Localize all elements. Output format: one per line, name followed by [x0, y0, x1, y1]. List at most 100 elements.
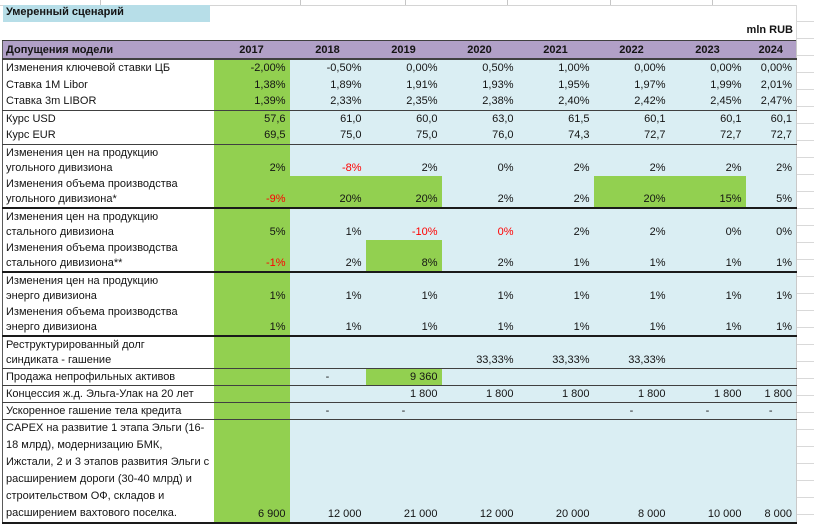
- value-cell[interactable]: [441, 368, 518, 386]
- value-cell[interactable]: 1 800: [593, 385, 670, 403]
- row-label-cell[interactable]: Ставка 1M Libor: [2, 76, 214, 93]
- row-label-cell[interactable]: Продажа непрофильных активов: [2, 368, 214, 386]
- year-header-cell[interactable]: 2019: [365, 40, 442, 60]
- value-cell[interactable]: 1%: [593, 304, 670, 337]
- value-cell[interactable]: 1%: [745, 304, 797, 337]
- value-cell[interactable]: 1%: [593, 272, 670, 304]
- value-cell[interactable]: 57,6: [213, 110, 290, 127]
- value-cell[interactable]: [593, 368, 670, 386]
- value-cell[interactable]: 72,7: [745, 127, 797, 145]
- value-cell[interactable]: -: [289, 368, 366, 386]
- value-cell[interactable]: 60,1: [593, 110, 670, 127]
- value-cell[interactable]: 2%: [669, 144, 746, 176]
- value-cell[interactable]: 2%: [593, 208, 670, 240]
- value-cell[interactable]: 2%: [213, 144, 290, 176]
- value-cell[interactable]: 60,1: [745, 110, 797, 127]
- value-cell[interactable]: 5%: [213, 208, 290, 240]
- value-cell[interactable]: 1%: [441, 272, 518, 304]
- value-cell[interactable]: -1%: [213, 240, 290, 273]
- value-cell[interactable]: 72,7: [669, 127, 746, 145]
- value-cell[interactable]: 2,47%: [745, 93, 797, 111]
- value-cell[interactable]: 10 000: [669, 419, 746, 524]
- value-cell[interactable]: 75,0: [289, 127, 366, 145]
- value-cell[interactable]: 1 800: [441, 385, 518, 403]
- value-cell[interactable]: -: [365, 402, 442, 420]
- year-header-cell[interactable]: 2020: [441, 40, 518, 60]
- value-cell[interactable]: 1,91%: [365, 76, 442, 93]
- value-cell[interactable]: -2,00%: [213, 59, 290, 76]
- value-cell[interactable]: 2%: [289, 240, 366, 273]
- value-cell[interactable]: [441, 402, 518, 420]
- value-cell[interactable]: 9 360: [365, 368, 442, 386]
- row-label-cell[interactable]: Изменения объема производства угольного …: [2, 176, 214, 209]
- value-cell[interactable]: 2%: [441, 240, 518, 273]
- row-label-cell[interactable]: Изменения объема производства энерго див…: [2, 304, 214, 337]
- value-cell[interactable]: [365, 336, 442, 369]
- value-cell[interactable]: 2,33%: [289, 93, 366, 111]
- value-cell[interactable]: 20 000: [517, 419, 594, 524]
- value-cell[interactable]: 20%: [593, 176, 670, 209]
- value-cell[interactable]: 1%: [365, 304, 442, 337]
- value-cell[interactable]: 2,45%: [669, 93, 746, 111]
- year-header-cell[interactable]: 2018: [289, 40, 366, 60]
- value-cell[interactable]: 1%: [289, 208, 366, 240]
- value-cell[interactable]: [517, 368, 594, 386]
- year-header-cell[interactable]: 2022: [593, 40, 670, 60]
- value-cell[interactable]: 0,00%: [593, 59, 670, 76]
- row-label-cell[interactable]: Ставка 3m LIBOR: [2, 93, 214, 111]
- row-label-cell[interactable]: Концессия ж.д. Эльга-Улак на 20 лет: [2, 385, 214, 403]
- value-cell[interactable]: 74,3: [517, 127, 594, 145]
- row-label-cell[interactable]: Курс EUR: [2, 127, 214, 145]
- value-cell[interactable]: 20%: [289, 176, 366, 209]
- value-cell[interactable]: 2%: [441, 176, 518, 209]
- value-cell[interactable]: 1%: [745, 272, 797, 304]
- value-cell[interactable]: 1%: [593, 240, 670, 273]
- row-label-cell[interactable]: Изменения цен на продукцию стального див…: [2, 208, 214, 240]
- value-cell[interactable]: 12 000: [441, 419, 518, 524]
- value-cell[interactable]: 5%: [745, 176, 797, 209]
- value-cell[interactable]: 0,00%: [745, 59, 797, 76]
- value-cell[interactable]: 2,35%: [365, 93, 442, 111]
- value-cell[interactable]: 2,38%: [441, 93, 518, 111]
- value-cell[interactable]: [745, 368, 797, 386]
- scenario-title[interactable]: Умеренный сценарий: [3, 5, 210, 22]
- value-cell[interactable]: 2,42%: [593, 93, 670, 111]
- value-cell[interactable]: [213, 336, 290, 369]
- value-cell[interactable]: 1%: [517, 240, 594, 273]
- value-cell[interactable]: 1%: [669, 272, 746, 304]
- value-cell[interactable]: 1,97%: [593, 76, 670, 93]
- value-cell[interactable]: 60,1: [669, 110, 746, 127]
- value-cell[interactable]: 2%: [745, 144, 797, 176]
- value-cell[interactable]: [517, 402, 594, 420]
- value-cell[interactable]: -10%: [365, 208, 442, 240]
- value-cell[interactable]: 2,01%: [745, 76, 797, 93]
- row-label-cell[interactable]: Изменения цен на продукцию угольного див…: [2, 144, 214, 176]
- row-label-cell[interactable]: Изменения цен на продукцию энерго дивизи…: [2, 272, 214, 304]
- value-cell[interactable]: [213, 368, 290, 386]
- row-label-cell[interactable]: Изменения объема производства стального …: [2, 240, 214, 273]
- value-cell[interactable]: 2,40%: [517, 93, 594, 111]
- row-label-cell[interactable]: Ускоренное гашение тела кредита: [2, 402, 214, 420]
- value-cell[interactable]: 1 800: [669, 385, 746, 403]
- value-cell[interactable]: 61,0: [289, 110, 366, 127]
- value-cell[interactable]: 1,93%: [441, 76, 518, 93]
- value-cell[interactable]: 1%: [669, 304, 746, 337]
- value-cell[interactable]: 1%: [745, 240, 797, 273]
- value-cell[interactable]: 1 800: [745, 385, 797, 403]
- value-cell[interactable]: 21 000: [365, 419, 442, 524]
- value-cell[interactable]: 8%: [365, 240, 442, 273]
- value-cell[interactable]: 0%: [669, 208, 746, 240]
- value-cell[interactable]: 1 800: [365, 385, 442, 403]
- value-cell[interactable]: [289, 385, 366, 403]
- value-cell[interactable]: 0%: [745, 208, 797, 240]
- value-cell[interactable]: 33,33%: [517, 336, 594, 369]
- value-cell[interactable]: 1,39%: [213, 93, 290, 111]
- value-cell[interactable]: 1%: [517, 272, 594, 304]
- year-header-cell[interactable]: 2023: [669, 40, 746, 60]
- value-cell[interactable]: 2%: [517, 208, 594, 240]
- value-cell[interactable]: 1,38%: [213, 76, 290, 93]
- value-cell[interactable]: 1,99%: [669, 76, 746, 93]
- value-cell[interactable]: 2%: [593, 144, 670, 176]
- assumptions-header-cell[interactable]: Допущения модели: [2, 40, 214, 60]
- value-cell[interactable]: 63,0: [441, 110, 518, 127]
